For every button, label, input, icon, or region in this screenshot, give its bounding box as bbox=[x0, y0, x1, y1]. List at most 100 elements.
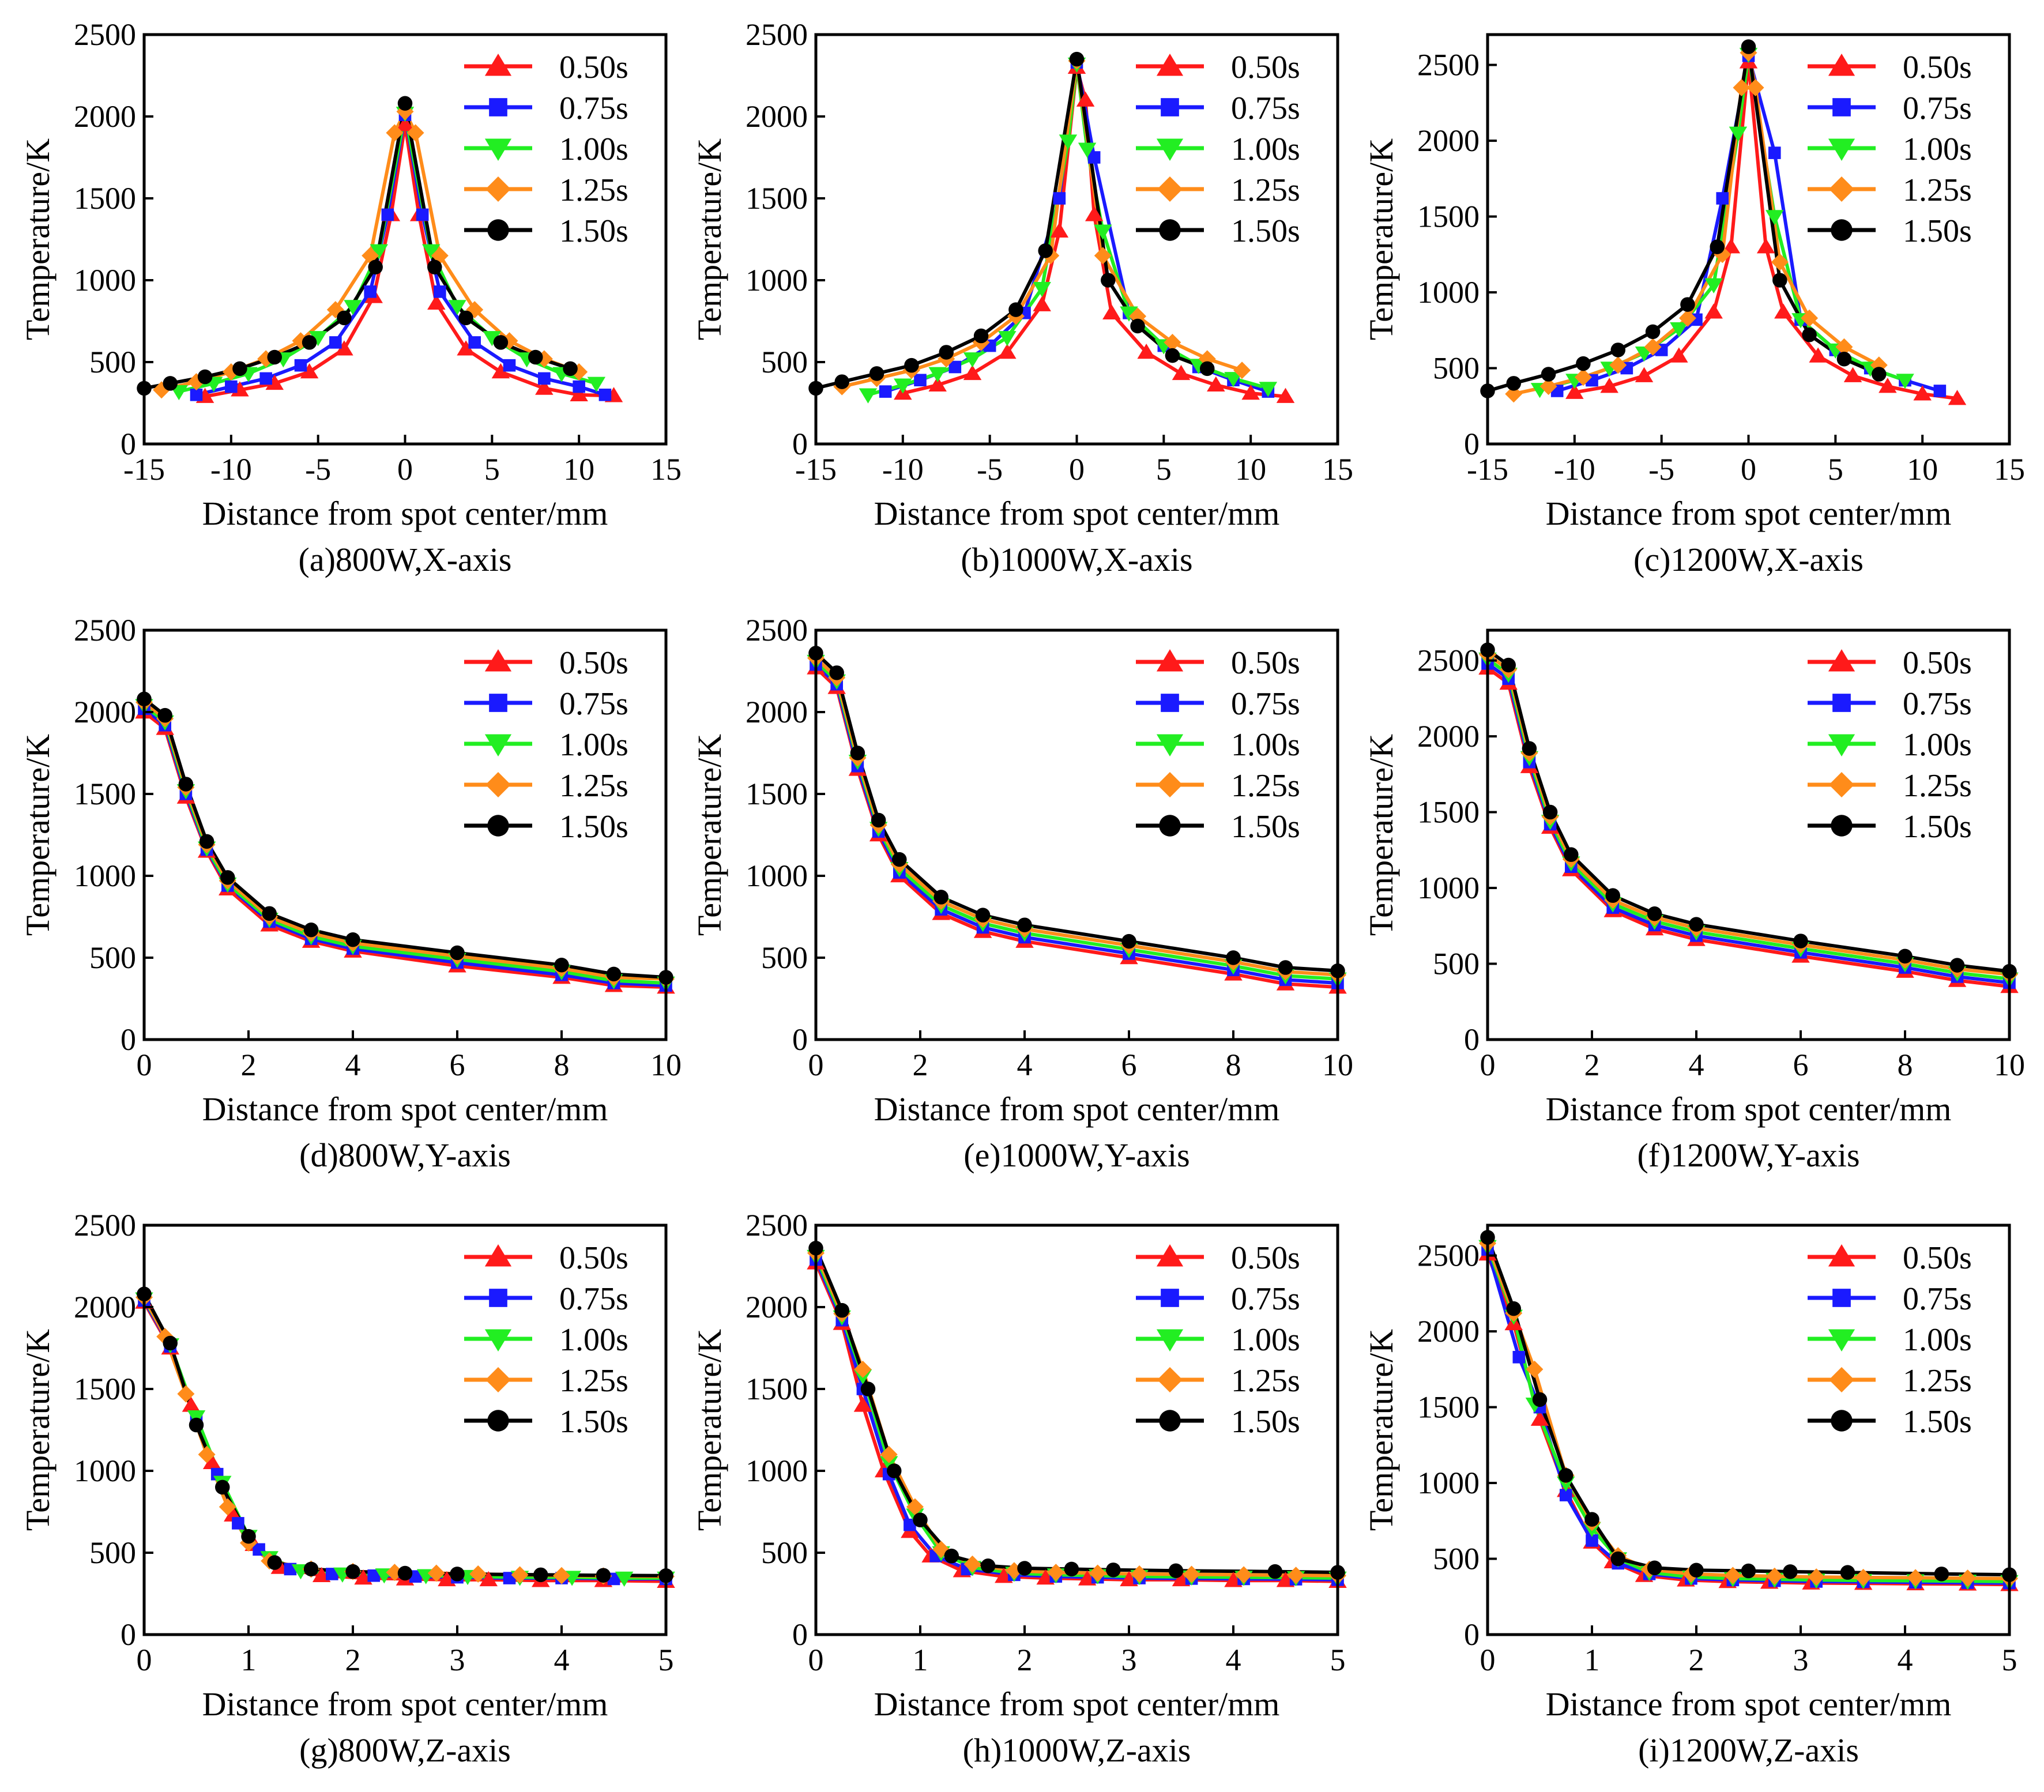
legend-label: 1.00s bbox=[559, 727, 628, 763]
plot-frame bbox=[1486, 1223, 2011, 1636]
data-point-1.50s bbox=[869, 366, 884, 381]
data-point-1.50s bbox=[944, 1548, 959, 1564]
data-point-1.25s bbox=[1835, 338, 1853, 356]
data-point-0.50s bbox=[300, 363, 319, 379]
y-tick-label: 1500 bbox=[746, 1372, 808, 1406]
y-tick-label: 0 bbox=[792, 427, 808, 461]
x-tick-label: 4 bbox=[1226, 1643, 1241, 1677]
legend-marker-1.00s bbox=[1156, 138, 1184, 161]
data-point-1.50s bbox=[1576, 356, 1591, 371]
x-tick-label: 0 bbox=[1069, 452, 1085, 487]
data-point-1.50s bbox=[163, 376, 178, 391]
data-point-0.50s bbox=[427, 294, 446, 310]
legend-marker-1.00s bbox=[484, 138, 512, 161]
chart-panel-0: -15 -10 -5 0 5 10 15 0 500 1000 1500 2000 2500 Distan… bbox=[19, 17, 682, 578]
x-tick-label: 8 bbox=[1226, 1048, 1241, 1082]
data-point-1.25s bbox=[1131, 1565, 1149, 1583]
legend-marker-0.75s bbox=[1161, 694, 1179, 712]
data-point-1.25s bbox=[1907, 1569, 1925, 1587]
y-tick-label: 1000 bbox=[1417, 871, 1480, 905]
x-tick-label: -5 bbox=[977, 452, 1003, 487]
y-tick-label: 0 bbox=[121, 1617, 136, 1652]
data-point-1.50s bbox=[241, 1529, 256, 1544]
data-point-1.25s bbox=[1505, 385, 1523, 403]
legend-label: 0.50s bbox=[1231, 1240, 1300, 1276]
panel-caption: (c)1200W,X-axis bbox=[1633, 541, 1864, 578]
x-tick-label: 8 bbox=[1898, 1048, 1913, 1082]
data-point-1.25s bbox=[1047, 1564, 1065, 1582]
data-point-0.50s bbox=[535, 379, 554, 395]
data-point-1.50s bbox=[450, 1567, 465, 1582]
legend-label: 1.50s bbox=[559, 1404, 628, 1440]
plot-frame bbox=[1486, 628, 2011, 1041]
data-point-1.00s bbox=[344, 300, 362, 315]
data-point-0.50s bbox=[928, 376, 947, 392]
data-point-1.50s bbox=[397, 1565, 413, 1581]
data-point-1.50s bbox=[1532, 1392, 1548, 1407]
data-point-0.50s bbox=[335, 340, 353, 356]
data-point-1.00s bbox=[308, 331, 328, 347]
data-point-1.25s bbox=[1539, 378, 1557, 396]
x-tick-label: 0 bbox=[1480, 1048, 1496, 1082]
data-point-0.50s bbox=[853, 1396, 872, 1412]
data-point-1.50s bbox=[232, 361, 247, 377]
data-point-1.25s bbox=[1235, 1566, 1253, 1584]
legend-marker-1.50s bbox=[1159, 219, 1181, 241]
panel-caption: (i)1200W,Z-axis bbox=[1638, 1731, 1859, 1769]
legend-label: 1.25s bbox=[559, 768, 628, 804]
x-tick-label: 2 bbox=[1017, 1643, 1033, 1677]
data-point-1.50s bbox=[1038, 243, 1053, 258]
x-tick-label: 10 bbox=[1235, 452, 1266, 487]
data-point-1.50s bbox=[1949, 958, 1965, 973]
data-point-1.50s bbox=[1064, 1561, 1079, 1577]
legend-marker-1.00s bbox=[1828, 138, 1855, 161]
legend-marker-0.50s bbox=[484, 1244, 512, 1267]
data-point-0.75s bbox=[538, 372, 551, 385]
data-point-1.25s bbox=[854, 1360, 872, 1378]
legend-label: 0.75s bbox=[1231, 91, 1300, 126]
legend-marker-0.50s bbox=[484, 649, 512, 672]
data-point-1.50s bbox=[1106, 1563, 1121, 1578]
x-tick-label: 2 bbox=[241, 1048, 257, 1082]
legend-label: 0.50s bbox=[559, 645, 628, 681]
y-tick-label: 2500 bbox=[746, 1208, 808, 1243]
legend-marker-1.00s bbox=[484, 734, 512, 756]
data-point-0.75s bbox=[1512, 1350, 1526, 1364]
series-line-0.50s bbox=[1574, 60, 1958, 401]
legend-label: 0.75s bbox=[1903, 686, 1972, 722]
x-tick-label: 8 bbox=[554, 1048, 570, 1082]
data-point-1.50s bbox=[220, 870, 235, 885]
data-point-1.25s bbox=[1164, 333, 1181, 351]
data-point-1.50s bbox=[1645, 324, 1661, 340]
data-point-0.50s bbox=[182, 1396, 201, 1412]
data-point-0.50s bbox=[1635, 367, 1654, 382]
data-point-0.50s bbox=[1565, 383, 1584, 399]
data-point-1.50s bbox=[1783, 1564, 1798, 1579]
data-point-0.50s bbox=[1050, 222, 1069, 238]
y-tick-label: 1000 bbox=[74, 263, 136, 298]
data-point-1.00s bbox=[1224, 372, 1243, 387]
series-line-0.75s bbox=[1556, 54, 1941, 393]
x-tick-label: 10 bbox=[650, 1048, 682, 1082]
legend-label: 1.25s bbox=[1231, 172, 1300, 208]
legend-marker-1.25s bbox=[485, 1367, 511, 1392]
data-point-1.50s bbox=[1200, 361, 1215, 377]
data-point-1.25s bbox=[1233, 362, 1251, 379]
data-point-1.50s bbox=[262, 906, 277, 921]
data-point-0.75s bbox=[232, 1517, 244, 1530]
legend-label: 1.50s bbox=[1903, 809, 1972, 845]
data-point-1.25s bbox=[963, 1555, 981, 1573]
data-point-1.50s bbox=[892, 852, 907, 867]
data-point-0.50s bbox=[1756, 238, 1775, 254]
data-point-1.50s bbox=[267, 1555, 282, 1570]
data-point-0.75s bbox=[190, 389, 203, 401]
data-point-1.50s bbox=[458, 310, 473, 326]
data-point-1.50s bbox=[973, 328, 989, 344]
series-line-0.75s bbox=[884, 61, 1269, 393]
legend-marker-0.50s bbox=[1828, 1244, 1855, 1267]
x-tick-label: 3 bbox=[450, 1643, 465, 1677]
x-axis-label: Distance from spot center/mm bbox=[874, 1685, 1280, 1723]
data-point-0.50s bbox=[1241, 384, 1260, 400]
data-point-1.50s bbox=[450, 945, 465, 961]
plot-frame bbox=[142, 1223, 668, 1636]
